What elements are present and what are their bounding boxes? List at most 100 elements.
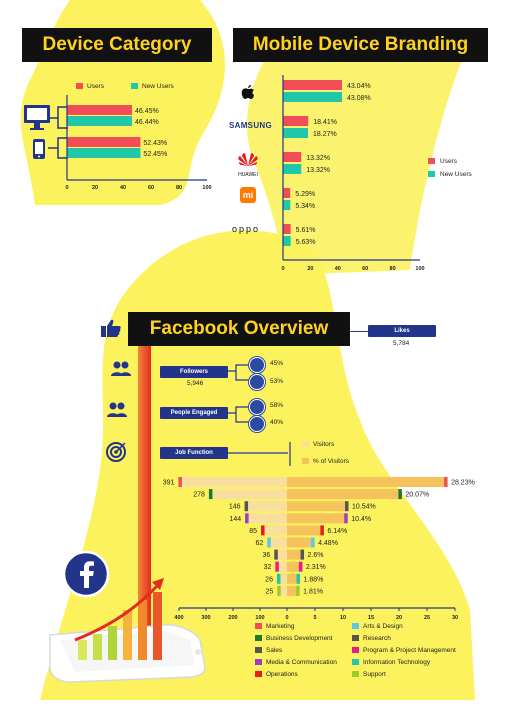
job-visitors-value: 26 <box>265 576 273 583</box>
category-legend-swatch <box>255 671 262 677</box>
legend-new-users-label: New Users <box>142 83 174 90</box>
apple-logo <box>238 82 258 102</box>
job-right-marker <box>311 537 315 548</box>
device-tick-label: 60 <box>148 185 154 191</box>
job-percent-bar <box>287 585 298 596</box>
job-percent-value: 20.07% <box>405 492 429 499</box>
brand-users-bar <box>283 116 309 126</box>
job-right-marker <box>296 573 301 584</box>
brand-tick-label: 20 <box>307 266 313 272</box>
job-right-marker <box>444 477 448 487</box>
job-visitors-value: 36 <box>262 552 270 559</box>
followers-icon <box>111 361 131 376</box>
job-percent-bar <box>287 501 347 512</box>
brand-new-users-bar <box>283 200 291 210</box>
job-visitors-value: 278 <box>193 492 205 499</box>
job-visitors-bar <box>181 477 287 487</box>
brand-users-bar <box>283 152 302 162</box>
job-visitors-value: 146 <box>229 504 241 511</box>
huawei-label: HUAWEI <box>238 172 258 178</box>
job-visitors-bar <box>211 489 287 500</box>
job-left-marker <box>277 585 281 596</box>
category-legend-label: Marketing <box>266 622 295 630</box>
follower-female-icon <box>249 374 265 390</box>
followers-bracket <box>228 364 250 381</box>
job-tick-label: 5 <box>313 615 316 621</box>
job-tick-label: 400 <box>174 615 183 621</box>
followers-value: 5,946 <box>187 380 204 387</box>
category-legend-swatch <box>255 647 262 653</box>
job-percent-bar <box>287 513 346 524</box>
facebook-logo-icon <box>62 550 110 598</box>
job-percent-value: 1.81% <box>303 588 323 595</box>
job-percent-bar <box>287 525 322 536</box>
job-legend-visitors-label: Visitors <box>313 441 335 448</box>
thumbs-up-icon <box>101 319 121 337</box>
job-visitors-value: 32 <box>264 564 272 571</box>
mobile-branding-title: Mobile Device Branding <box>233 28 488 62</box>
job-visitors-bar <box>270 537 287 548</box>
job-function-chart: 391 28.23% 278 20.07% 146 10.54% 144 10.4% 85 6.1… <box>163 477 475 621</box>
job-visitors-bar <box>247 501 287 512</box>
device-bracket <box>48 106 68 159</box>
followers-pct-2: 53% <box>270 378 284 385</box>
job-left-marker <box>261 525 265 536</box>
job-tick-label: 20 <box>396 615 402 621</box>
job-visitors-bar <box>280 585 287 596</box>
job-percent-bar <box>287 489 400 500</box>
job-percent-value: 28.23% <box>451 480 475 487</box>
device-users-value: 52.43% <box>143 140 167 147</box>
job-tick-label: 30 <box>452 615 458 621</box>
brand-new-users-value: 13.32% <box>306 167 330 174</box>
category-legend-swatch <box>255 659 262 665</box>
category-legend-label: Business Development <box>266 634 333 642</box>
job-left-marker <box>208 489 213 500</box>
brand-new-users-bar <box>283 92 343 102</box>
job-tick-label: 200 <box>228 615 237 621</box>
category-legend-swatch <box>352 635 359 641</box>
brand-tick-label: 40 <box>335 266 341 272</box>
job-tick-label: 25 <box>424 615 430 621</box>
job-bracket <box>228 442 291 466</box>
job-percent-value: 4.48% <box>318 540 338 547</box>
brand-new-users-bar <box>283 164 302 174</box>
legend-users-label: Users <box>87 83 104 90</box>
brand-new-users-bar <box>283 128 309 138</box>
device-new-users-bar <box>67 116 133 126</box>
job-tick-label: 100 <box>255 615 264 621</box>
phone-illustration <box>49 578 206 683</box>
brand-tick-label: 0 <box>281 266 284 272</box>
job-left-marker <box>267 537 271 548</box>
device-users-value: 46.45% <box>135 108 159 115</box>
brand-users-value: 5.29% <box>295 191 315 198</box>
job-legend-pct-label: % of Visitors <box>313 458 350 465</box>
mi-logo: mi <box>240 187 256 203</box>
device-new-users-value: 46.44% <box>135 119 159 126</box>
category-legend-label: Research <box>363 634 391 642</box>
job-visitors-value: 62 <box>255 540 263 547</box>
category-legend-label: Sales <box>266 646 283 654</box>
desktop-icon <box>24 105 50 130</box>
job-visitors-value: 25 <box>265 588 273 595</box>
job-percent-bar <box>287 537 313 548</box>
brand-new-users-value: 5.63% <box>296 239 316 246</box>
category-legend-swatch <box>255 635 262 641</box>
job-visitors-bar <box>264 525 287 536</box>
job-percent-value: 6.14% <box>327 528 347 535</box>
brand-users-value: 5.61% <box>296 227 316 234</box>
job-visitors-bar <box>248 513 287 524</box>
engaged-female-icon <box>249 416 265 432</box>
job-percent-value: 10.54% <box>352 504 376 511</box>
branding-legend-users-label: Users <box>440 158 457 165</box>
follower-male-icon <box>249 357 265 373</box>
engaged-bracket <box>228 406 250 423</box>
job-visitors-value: 391 <box>163 480 175 487</box>
facebook-overview-title: Facebook Overview <box>128 312 350 346</box>
job-right-marker <box>398 489 402 500</box>
device-tick-label: 40 <box>120 185 126 191</box>
job-legend-pct-swatch <box>302 458 309 464</box>
likes-connector <box>350 331 370 332</box>
job-visitors-value: 144 <box>229 516 241 523</box>
device-users-bar <box>67 137 141 147</box>
job-percent-value: 2.31% <box>306 564 326 571</box>
